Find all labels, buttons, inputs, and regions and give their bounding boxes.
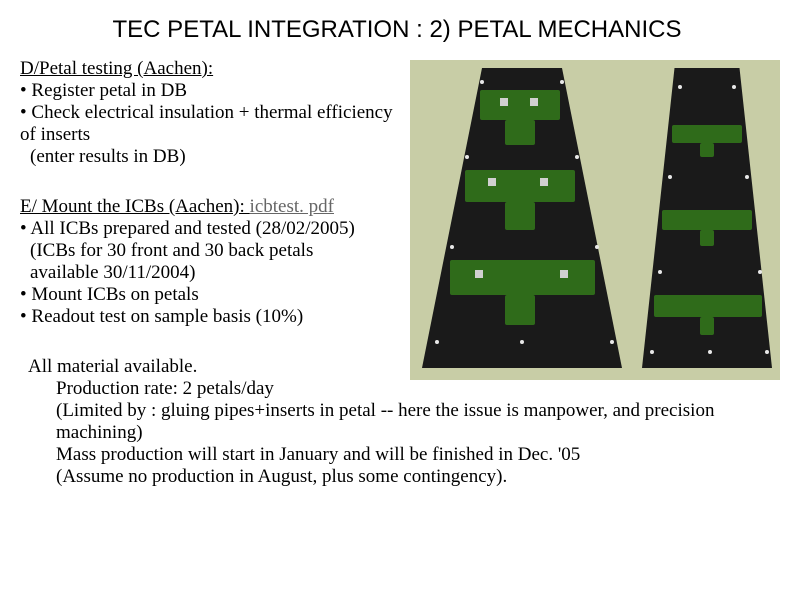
section-e-heading: E/ Mount the ICBs (Aachen):: [20, 196, 250, 217]
chip-icon: [475, 270, 483, 278]
dot-icon: [575, 155, 579, 159]
chip-icon: [500, 98, 508, 106]
dot-icon: [480, 80, 484, 84]
page-title: TEC PETAL INTEGRATION : 2) PETAL MECHANI…: [0, 0, 794, 52]
bottom-line-2: Production rate: 2 petals/day: [28, 378, 766, 400]
dot-icon: [465, 155, 469, 159]
icb-board: [505, 120, 535, 145]
icb-board: [672, 125, 742, 143]
section-e-bullet-1: • All ICBs prepared and tested (28/02/20…: [20, 218, 410, 240]
icb-board: [465, 170, 575, 202]
icb-board: [662, 210, 752, 230]
dot-icon: [595, 245, 599, 249]
section-d-bullet-3: (enter results in DB): [20, 146, 410, 168]
bottom-line-5: (Assume no production in August, plus so…: [28, 466, 766, 488]
dot-icon: [650, 350, 654, 354]
icb-board: [654, 295, 762, 317]
dot-icon: [520, 340, 524, 344]
petal-photo: [410, 60, 780, 380]
dot-icon: [658, 270, 662, 274]
icb-board: [450, 260, 595, 295]
dot-icon: [708, 350, 712, 354]
icb-board: [700, 230, 714, 246]
icb-board: [505, 202, 535, 230]
section-e-heading-row: E/ Mount the ICBs (Aachen): icbtest. pdf: [20, 196, 410, 218]
dot-icon: [732, 85, 736, 89]
dot-icon: [758, 270, 762, 274]
dot-icon: [668, 175, 672, 179]
chip-icon: [540, 178, 548, 186]
dot-icon: [610, 340, 614, 344]
section-d-heading: D/Petal testing (Aachen):: [20, 58, 410, 80]
section-e-bullet-5: • Readout test on sample basis (10%): [20, 306, 410, 328]
icb-board: [480, 90, 560, 120]
bottom-line-4: Mass production will start in January an…: [28, 444, 766, 466]
dot-icon: [678, 85, 682, 89]
icbtest-link[interactable]: icbtest. pdf: [250, 196, 334, 217]
dot-icon: [765, 350, 769, 354]
text-column: D/Petal testing (Aachen): • Register pet…: [20, 52, 410, 328]
dot-icon: [450, 245, 454, 249]
dot-icon: [745, 175, 749, 179]
icb-board: [505, 295, 535, 325]
section-d-bullet-1: • Register petal in DB: [20, 80, 410, 102]
chip-icon: [488, 178, 496, 186]
dot-icon: [560, 80, 564, 84]
icb-board: [700, 143, 714, 157]
bottom-line-3: (Limited by : gluing pipes+inserts in pe…: [28, 400, 766, 444]
section-e-bullet-2: (ICBs for 30 front and 30 back petals: [20, 240, 410, 262]
section-d: D/Petal testing (Aachen): • Register pet…: [20, 58, 410, 168]
section-e: E/ Mount the ICBs (Aachen): icbtest. pdf…: [20, 196, 410, 328]
section-e-bullet-3: available 30/11/2004): [20, 262, 410, 284]
icb-board: [700, 317, 714, 335]
chip-icon: [530, 98, 538, 106]
section-e-bullet-4: • Mount ICBs on petals: [20, 284, 410, 306]
chip-icon: [560, 270, 568, 278]
dot-icon: [435, 340, 439, 344]
section-d-bullet-2: • Check electrical insulation + thermal …: [20, 102, 410, 146]
